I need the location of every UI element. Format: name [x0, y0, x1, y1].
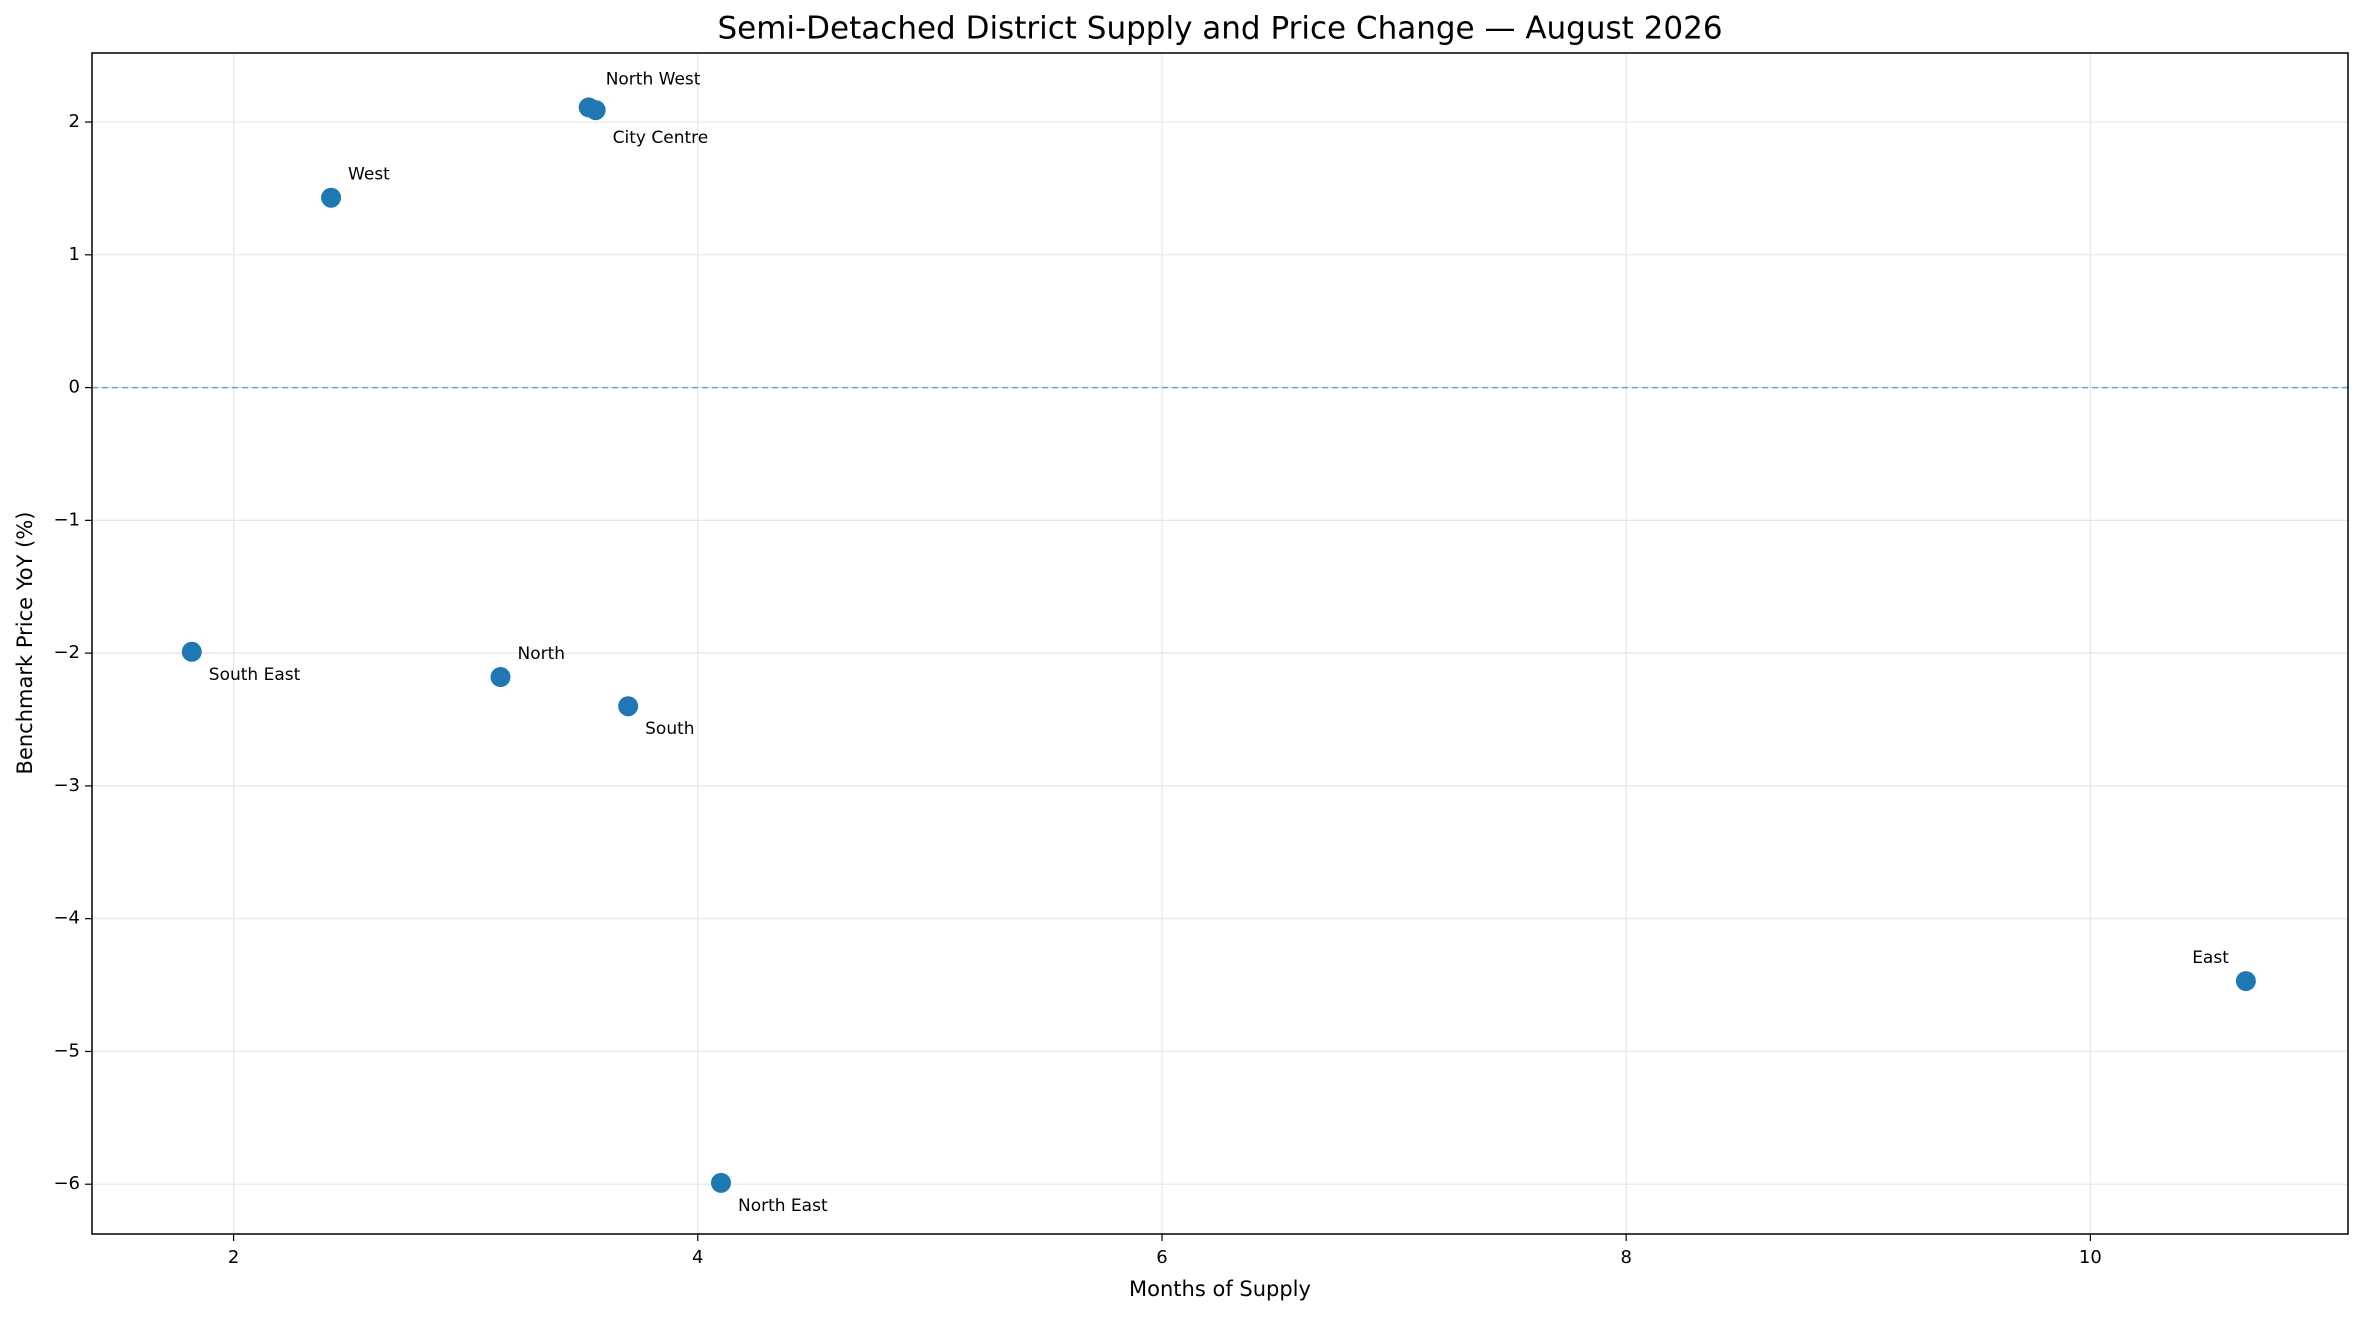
y-tick-label: −5 [53, 1040, 80, 1061]
point [2235, 971, 2256, 992]
x-tick-label: 4 [692, 1247, 703, 1268]
point-label: West [348, 165, 390, 185]
point [585, 100, 606, 121]
point-label: South East [209, 665, 301, 685]
x-tick-label: 6 [1156, 1247, 1167, 1268]
y-tick-label: 0 [69, 377, 80, 398]
point [321, 187, 342, 208]
point [181, 641, 202, 662]
y-tick-label: −1 [53, 509, 80, 530]
x-axis-label: Months of Supply [1129, 1277, 1311, 1301]
point [710, 1172, 731, 1193]
x-tick-label: 8 [1620, 1247, 1631, 1268]
y-tick-label: −4 [53, 908, 80, 929]
y-tick-label: −3 [53, 775, 80, 796]
y-axis-label: Benchmark Price YoY (%) [13, 512, 37, 775]
point-label: North East [738, 1196, 828, 1216]
chart-title: Semi-Detached District Supply and Price … [717, 11, 1722, 47]
point [490, 667, 511, 688]
y-tick-label: 2 [69, 111, 80, 132]
x-tick-label: 10 [2079, 1247, 2102, 1268]
point-label: East [2192, 948, 2229, 968]
y-tick-label: 1 [69, 244, 80, 265]
x-tick-label: 2 [228, 1247, 239, 1268]
y-tick-label: −2 [53, 642, 80, 663]
y-tick-label: −6 [53, 1173, 80, 1194]
point [618, 696, 639, 717]
plot-frame [91, 52, 2349, 1235]
point-label: South [645, 719, 694, 739]
point-label: City Centre [613, 128, 709, 148]
point-label: North West [606, 69, 701, 89]
point-label: North [517, 644, 565, 664]
